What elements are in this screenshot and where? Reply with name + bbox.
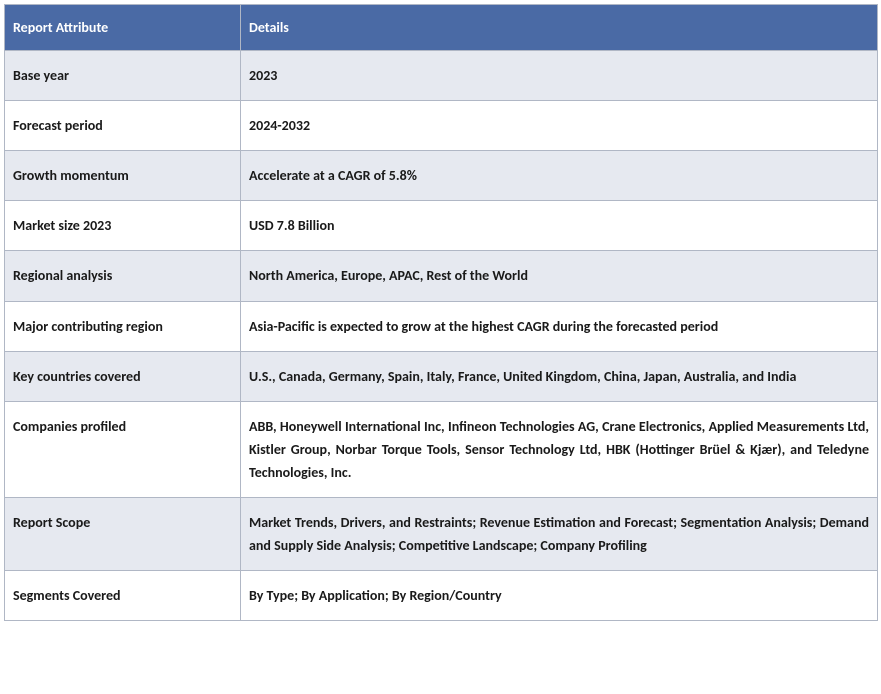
attr-cell: Key countries covered (5, 351, 241, 401)
attr-cell: Report Scope (5, 498, 241, 571)
details-cell: Market Trends, Drivers, and Restraints; … (241, 498, 878, 571)
header-details: Details (241, 5, 878, 51)
table-row: Regional analysis North America, Europe,… (5, 251, 878, 301)
details-cell: By Type; By Application; By Region/Count… (241, 571, 878, 621)
attr-cell: Forecast period (5, 101, 241, 151)
attr-cell: Segments Covered (5, 571, 241, 621)
table-row: Key countries covered U.S., Canada, Germ… (5, 351, 878, 401)
attr-cell: Growth momentum (5, 151, 241, 201)
table-row: Report Scope Market Trends, Drivers, and… (5, 498, 878, 571)
report-attribute-table: Report Attribute Details Base year 2023 … (4, 4, 878, 621)
details-cell: Accelerate at a CAGR of 5.8% (241, 151, 878, 201)
table-row: Growth momentum Accelerate at a CAGR of … (5, 151, 878, 201)
attr-cell: Major contributing region (5, 301, 241, 351)
table-row: Companies profiled ABB, Honeywell Intern… (5, 401, 878, 497)
details-cell: 2023 (241, 51, 878, 101)
table-row: Segments Covered By Type; By Application… (5, 571, 878, 621)
details-cell: USD 7.8 Billion (241, 201, 878, 251)
attr-cell: Base year (5, 51, 241, 101)
table-row: Base year 2023 (5, 51, 878, 101)
table-row: Forecast period 2024-2032 (5, 101, 878, 151)
details-cell: Asia-Pacific is expected to grow at the … (241, 301, 878, 351)
details-cell: U.S., Canada, Germany, Spain, Italy, Fra… (241, 351, 878, 401)
attr-cell: Market size 2023 (5, 201, 241, 251)
table-row: Major contributing region Asia-Pacific i… (5, 301, 878, 351)
table-header-row: Report Attribute Details (5, 5, 878, 51)
attr-cell: Regional analysis (5, 251, 241, 301)
header-attribute: Report Attribute (5, 5, 241, 51)
table-row: Market size 2023 USD 7.8 Billion (5, 201, 878, 251)
details-cell: North America, Europe, APAC, Rest of the… (241, 251, 878, 301)
details-cell: 2024-2032 (241, 101, 878, 151)
details-cell: ABB, Honeywell International Inc, Infine… (241, 401, 878, 497)
attr-cell: Companies profiled (5, 401, 241, 497)
